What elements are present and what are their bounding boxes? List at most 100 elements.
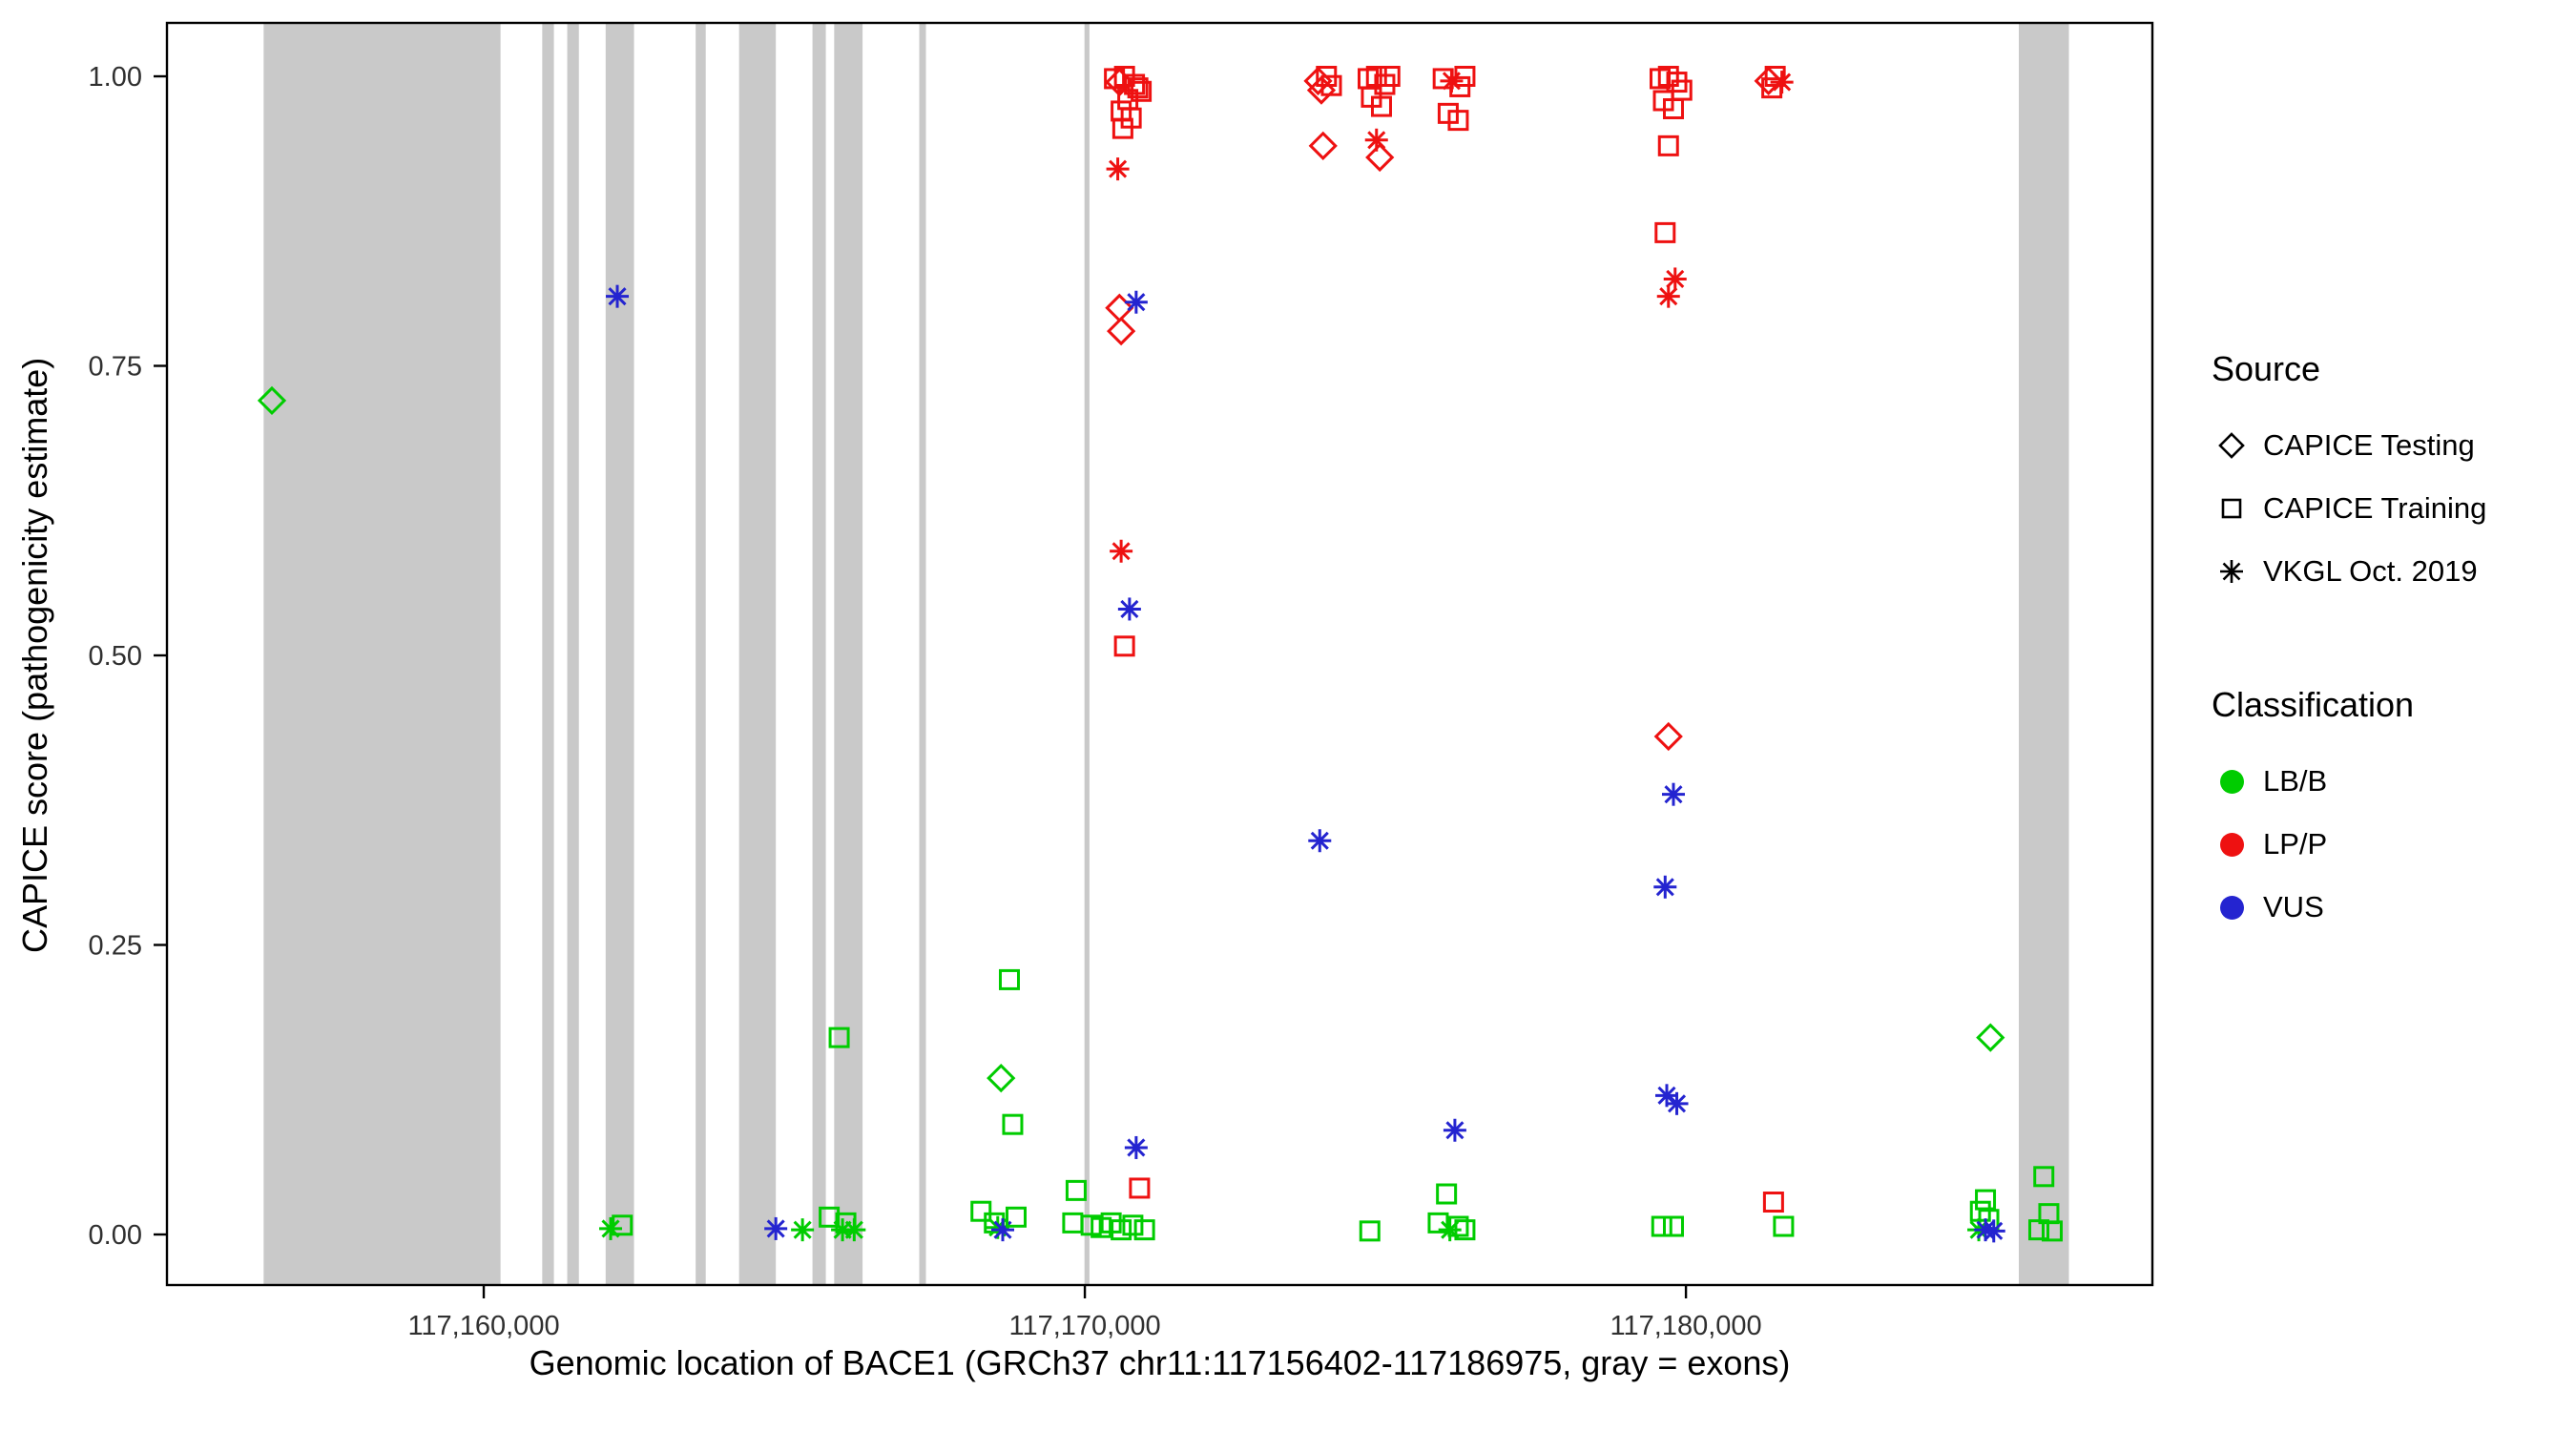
y-tick-label: 0.25 — [89, 931, 142, 962]
data-point-asterisk — [1661, 782, 1685, 806]
y-axis-title: CAPICE score (pathogenicity estimate) — [15, 357, 54, 954]
data-point-asterisk — [791, 1218, 815, 1242]
data-point-asterisk — [842, 1218, 866, 1242]
x-tick-label: 117,170,000 — [1008, 1311, 1160, 1341]
data-point-diamond — [1365, 142, 1395, 173]
legend-item-label: LB/B — [2263, 764, 2328, 798]
data-point-square — [1113, 635, 1135, 657]
data-point-square — [1359, 1220, 1381, 1242]
data-point-asterisk — [990, 1218, 1014, 1242]
exon-band — [567, 23, 579, 1285]
exon-band — [605, 23, 634, 1285]
legend-item-label: VUS — [2263, 890, 2324, 923]
data-point-asterisk — [1106, 157, 1130, 181]
data-point-asterisk — [1653, 875, 1677, 899]
data-point-square — [1379, 66, 1401, 87]
data-point-square — [998, 968, 1020, 990]
legend-item-lb-b: LB/B — [2212, 750, 2486, 813]
x-tick-label: 117,180,000 — [1610, 1311, 1762, 1341]
legend-item-capice-training: CAPICE Training — [2212, 477, 2486, 540]
data-point-square — [1005, 1206, 1027, 1228]
exon-band — [542, 23, 554, 1285]
data-point-square — [1002, 1113, 1024, 1135]
data-point-square — [828, 1027, 850, 1048]
data-point-diamond — [1105, 293, 1134, 322]
data-point-square — [1975, 1189, 1997, 1211]
data-point-diamond — [1106, 316, 1136, 346]
legend-item-label: LP/P — [2263, 827, 2328, 861]
color-dot-icon — [2219, 895, 2244, 920]
data-point-asterisk — [1117, 597, 1141, 621]
data-point-square — [1454, 66, 1476, 87]
data-point-asterisk — [764, 1216, 788, 1240]
y-tick-label: 0.00 — [89, 1220, 142, 1251]
data-point-square — [1447, 110, 1469, 132]
exon-band — [263, 23, 501, 1285]
data-point-square — [1111, 1219, 1132, 1241]
data-point-asterisk — [1308, 829, 1332, 853]
y-tick-label: 1.00 — [89, 62, 142, 93]
data-point-square — [1129, 1177, 1151, 1199]
data-point-square — [819, 1206, 841, 1228]
data-point-asterisk — [599, 1216, 623, 1240]
data-point-diamond — [257, 385, 287, 416]
data-point-square — [1454, 1219, 1476, 1241]
legend-item-label: CAPICE Training — [2263, 491, 2487, 525]
color-dot-icon — [2219, 769, 2244, 794]
data-point-asterisk — [1665, 1091, 1689, 1115]
data-point-asterisk — [1663, 267, 1687, 291]
data-point-asterisk — [1982, 1219, 2005, 1243]
asterisk-icon — [2220, 560, 2243, 583]
data-point-square — [1761, 77, 1783, 99]
data-point-square — [612, 1214, 634, 1236]
data-point-square — [2033, 1166, 2055, 1188]
data-point-diamond — [1306, 75, 1337, 105]
exon-band — [919, 23, 926, 1285]
panel-border — [165, 21, 2154, 1287]
data-point-diamond — [1308, 131, 1338, 160]
data-point-asterisk — [1656, 284, 1680, 308]
exon-band — [738, 23, 777, 1285]
data-point-square — [1062, 1212, 1084, 1234]
data-point-asterisk — [1124, 1135, 1148, 1159]
data-point-square — [1762, 1192, 1784, 1213]
exon-band — [1084, 23, 1090, 1285]
legend-item-capice-testing: CAPICE Testing — [2212, 414, 2486, 477]
legend: Source CAPICE Testing CAPICE Training VKGL… — [2212, 349, 2486, 939]
data-point-square — [1320, 74, 1342, 96]
exon-band — [812, 23, 826, 1285]
square-icon — [2221, 498, 2242, 519]
data-point-square — [1436, 1183, 1458, 1205]
data-point-asterisk — [1110, 539, 1133, 563]
legend-item-label: VKGL Oct. 2019 — [2263, 554, 2478, 588]
data-point-square — [970, 1200, 992, 1222]
x-tick-label: 117,160,000 — [407, 1311, 559, 1341]
legend-source-title: Source — [2212, 349, 2321, 388]
data-point-square — [1133, 1219, 1155, 1241]
data-point-square — [1662, 97, 1684, 119]
data-point-asterisk — [606, 284, 630, 308]
data-point-square — [1447, 1215, 1469, 1237]
data-point-square — [2027, 1219, 2049, 1241]
data-point-square — [1657, 135, 1679, 156]
data-point-square — [1773, 1215, 1795, 1237]
data-point-diamond — [987, 1063, 1016, 1093]
legend-item-vus: VUS — [2212, 876, 2486, 939]
data-point-square — [1427, 1212, 1449, 1234]
y-tick-label: 0.50 — [89, 641, 142, 672]
y-tick-label: 0.75 — [89, 352, 142, 383]
legend-item-vkgl-oct-2019: VKGL Oct. 2019 — [2212, 540, 2486, 603]
data-point-square — [2041, 1220, 2063, 1242]
exon-band — [696, 23, 706, 1285]
data-point-square — [1065, 1179, 1087, 1201]
data-point-diamond — [1976, 1023, 2005, 1052]
legend-classification-title: Classification — [2212, 685, 2415, 724]
data-point-diamond — [1653, 721, 1683, 752]
legend-item-lp-p: LP/P — [2212, 813, 2486, 876]
data-point-square — [1662, 1215, 1684, 1237]
legend-classification-items: LB/B LP/P VUS — [2212, 750, 2486, 939]
data-point-square — [1764, 66, 1786, 87]
color-dot-icon — [2219, 832, 2244, 857]
